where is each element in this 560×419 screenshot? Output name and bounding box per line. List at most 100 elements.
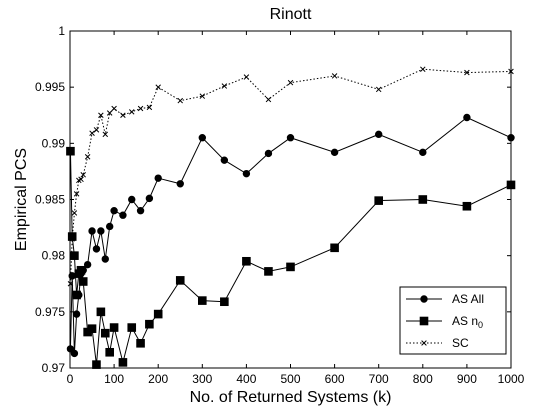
legend-label: AS n0	[452, 314, 483, 330]
legend-item-as-n-0: AS n0	[406, 314, 483, 330]
data-point-as-all	[128, 195, 136, 204]
data-point-as-n-0	[127, 323, 137, 332]
data-point-as-n-0	[76, 265, 86, 275]
data-point-sc	[71, 210, 78, 216]
data-point-as-n-0	[92, 360, 101, 369]
data-point-as-n-0	[286, 262, 295, 272]
x-tick-label: 600	[325, 372, 345, 386]
data-point-sc	[80, 172, 86, 178]
data-point-as-all	[145, 194, 154, 203]
data-point-as-all	[286, 134, 295, 142]
data-point-as-all	[154, 174, 162, 182]
data-point-as-all	[220, 156, 229, 164]
data-point-sc	[78, 176, 84, 183]
legend-item-as-all: AS All	[406, 292, 484, 306]
data-point-as-all	[101, 255, 109, 263]
data-point-sc	[177, 97, 184, 104]
y-tick-label: 0.995	[35, 80, 65, 94]
data-point-sc	[464, 69, 470, 76]
y-axis-label: Empirical PCS	[13, 148, 30, 251]
data-point-sc	[375, 86, 382, 93]
data-point-as-all	[92, 245, 101, 253]
data-point-as-n-0	[374, 196, 383, 205]
data-point-as-all	[375, 130, 383, 139]
data-point-sc	[111, 105, 117, 112]
x-tick-label: 100	[104, 372, 124, 386]
data-point-sc	[84, 154, 91, 160]
data-point-sc	[98, 112, 104, 119]
data-point-as-all	[97, 227, 105, 235]
data-point-as-n-0	[109, 323, 119, 332]
data-point-as-all	[88, 227, 96, 235]
x-tick-label: 900	[457, 372, 477, 386]
x-tick-label: 800	[413, 372, 433, 386]
legend-item-sc: SC	[406, 336, 469, 350]
data-point-as-all	[419, 148, 427, 157]
data-point-as-all	[242, 169, 251, 178]
data-point-sc	[146, 104, 153, 111]
data-point-sc	[221, 83, 228, 89]
y-tick-label: 0.985	[35, 193, 65, 207]
data-point-as-n-0	[118, 358, 128, 367]
data-point-sc	[128, 109, 135, 115]
data-point-as-n-0	[462, 201, 472, 211]
data-point-as-all	[330, 148, 339, 157]
data-point-as-n-0	[242, 256, 251, 266]
data-point-as-n-0	[220, 297, 229, 307]
data-point-as-n-0	[78, 277, 88, 286]
data-point-sc	[243, 74, 250, 80]
data-point-as-n-0	[100, 328, 110, 338]
data-point-as-all	[105, 222, 114, 231]
data-point-sc	[69, 236, 75, 242]
data-point-sc	[265, 96, 272, 103]
data-point-sc	[102, 131, 109, 138]
data-point-sc	[73, 191, 80, 197]
data-point-as-all	[119, 211, 127, 219]
data-point-as-n-0	[96, 307, 106, 317]
data-point-as-all	[264, 149, 273, 158]
legend-label: SC	[452, 336, 469, 350]
x-tick-label: 400	[236, 372, 256, 386]
x-tick-label: 0	[67, 372, 74, 386]
data-point-as-n-0	[418, 195, 428, 204]
x-tick-label: 500	[280, 372, 300, 386]
y-axis: 0.97 0.975 0.98 0.985 0.99 0.995 1	[35, 24, 511, 375]
data-point-as-all	[72, 310, 81, 318]
legend: AS All AS n0 SC	[399, 286, 507, 355]
data-point-as-n-0	[330, 243, 339, 253]
data-point-sc	[331, 73, 338, 79]
data-point-as-all	[198, 134, 207, 142]
data-point-as-n-0	[87, 324, 97, 333]
data-point-sc	[287, 79, 294, 86]
data-point-sc	[137, 105, 144, 112]
legend-marker	[420, 295, 428, 303]
data-point-as-all	[176, 180, 184, 188]
data-point-sc	[120, 112, 126, 119]
data-point-as-n-0	[264, 267, 273, 276]
x-tick-label: 200	[148, 372, 168, 386]
data-point-as-all	[136, 207, 145, 215]
data-point-as-n-0	[145, 319, 154, 329]
data-point-as-n-0	[136, 338, 145, 348]
data-point-as-n-0	[153, 309, 163, 319]
data-point-sc	[155, 84, 161, 90]
data-point-as-all	[110, 207, 118, 215]
data-point-as-all	[463, 113, 471, 122]
legend-marker	[421, 340, 427, 346]
data-point-sc	[106, 110, 113, 116]
chart-title: Rinott	[270, 6, 312, 23]
data-point-as-n-0	[175, 276, 185, 285]
y-tick-label: 0.97	[42, 361, 66, 375]
data-point-as-n-0	[198, 296, 207, 305]
x-tick-label: 300	[192, 372, 212, 386]
data-point-sc	[199, 93, 206, 99]
x-tick-label: 1000	[498, 372, 525, 386]
y-tick-label: 0.98	[42, 249, 66, 263]
data-point-sc	[93, 127, 100, 133]
data-point-as-n-0	[72, 290, 81, 300]
x-tick-label: 700	[369, 372, 389, 386]
data-point-as-all	[83, 260, 92, 269]
data-point-as-n-0	[105, 347, 114, 357]
